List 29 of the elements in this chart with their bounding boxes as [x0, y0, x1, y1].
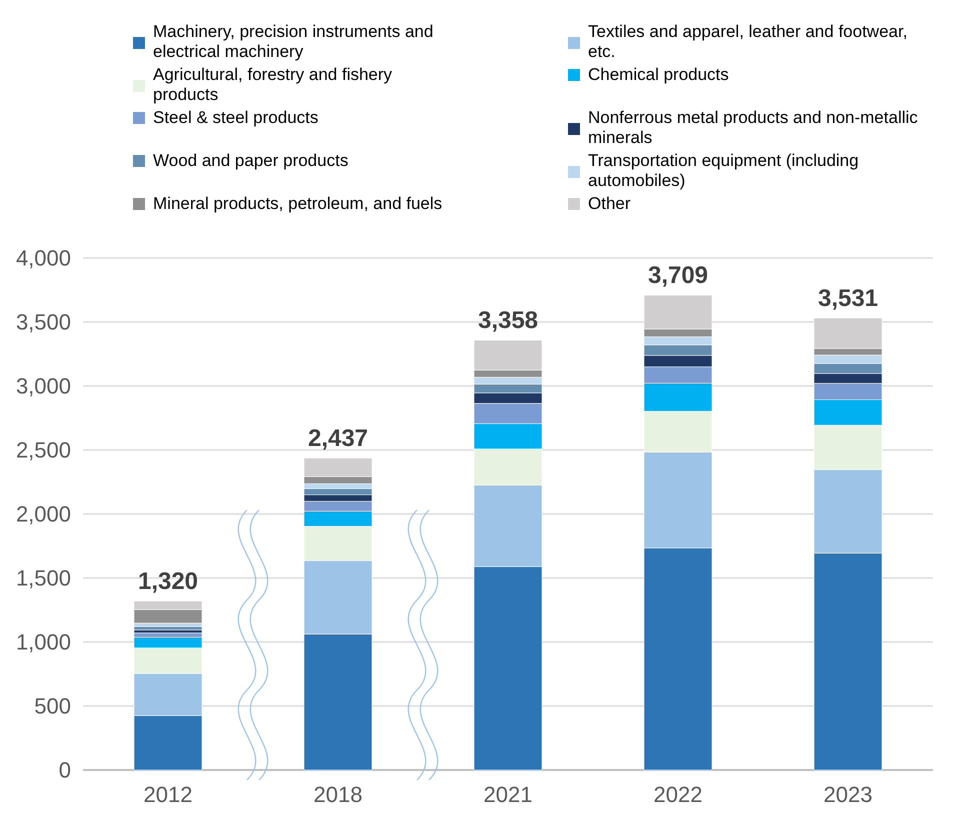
x-tick-label: 2012 — [144, 782, 192, 807]
y-tick-label: 2,000 — [16, 502, 71, 527]
legend-label: Nonferrous metal products and non-metallic minerals — [588, 108, 918, 147]
total-label: 3,709 — [648, 262, 708, 290]
y-tick-label: 3,500 — [16, 310, 71, 335]
total-label: 3,358 — [478, 307, 538, 334]
y-tick-label: 1,000 — [16, 630, 71, 655]
x-tick-label: 2023 — [824, 782, 872, 807]
y-tick-label: 2,500 — [16, 438, 71, 463]
legend-label: Chemical products — [588, 65, 729, 84]
legend-label: Machinery, precision instruments and electrical machinery — [153, 22, 434, 61]
legend-label: Textiles and apparel, leather and footwear, etc. — [588, 22, 908, 61]
legend-label: Other — [588, 194, 631, 213]
total-label: 1,320 — [138, 568, 198, 596]
y-tick-label: 0 — [58, 758, 71, 783]
y-tick-label: 3,000 — [16, 374, 71, 399]
legend-label: Steel & steel products — [153, 108, 318, 127]
legend-label: Transportation equipment (including automobiles) — [588, 151, 859, 190]
x-tick-label: 2018 — [314, 782, 362, 807]
y-tick-label: 1,500 — [16, 566, 71, 591]
legend-label: Agricultural, forestry and fishery products — [153, 65, 393, 104]
y-tick-label: 4,000 — [16, 246, 71, 271]
total-label: 3,531 — [818, 285, 878, 312]
x-tick-label: 2022 — [654, 782, 702, 807]
legend-label: Wood and paper products — [153, 151, 348, 170]
y-tick-label: 500 — [34, 694, 71, 719]
legend-label: Mineral products, petroleum, and fuels — [153, 194, 442, 213]
x-tick-label: 2021 — [484, 782, 532, 807]
total-label: 2,437 — [308, 425, 368, 452]
